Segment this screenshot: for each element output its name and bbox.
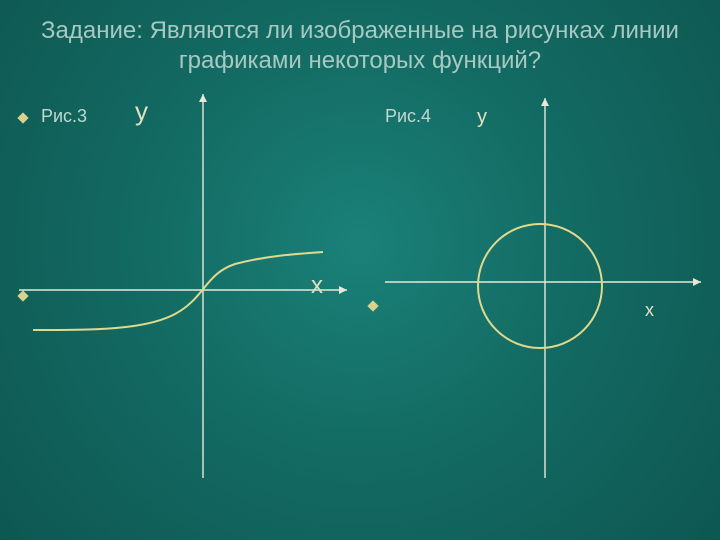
fig4-y-axis-arrow bbox=[541, 98, 549, 106]
fig3-curve bbox=[33, 252, 323, 330]
fig4-label: Рис.4 bbox=[385, 106, 431, 127]
panel-fig3: Рис.3 y x bbox=[15, 86, 355, 486]
slide-title: Задание: Являются ли изображенные на рис… bbox=[0, 0, 720, 86]
fig4-y-label: y bbox=[477, 106, 487, 129]
fig4-svg bbox=[365, 86, 705, 486]
fig4-x-label: x bbox=[645, 300, 654, 321]
fig3-x-axis-arrow bbox=[339, 286, 347, 294]
fig4-x-axis-arrow bbox=[693, 278, 701, 286]
panel-fig4: Рис.4 y x bbox=[365, 86, 705, 486]
fig3-label: Рис.3 bbox=[41, 106, 87, 127]
fig4-circle bbox=[478, 224, 602, 348]
panels-row: Рис.3 y x Рис.4 y x bbox=[0, 86, 720, 486]
fig3-y-label: y bbox=[135, 96, 148, 127]
fig3-svg bbox=[15, 86, 355, 486]
fig3-y-axis-arrow bbox=[199, 94, 207, 102]
fig3-x-label: x bbox=[311, 272, 323, 300]
